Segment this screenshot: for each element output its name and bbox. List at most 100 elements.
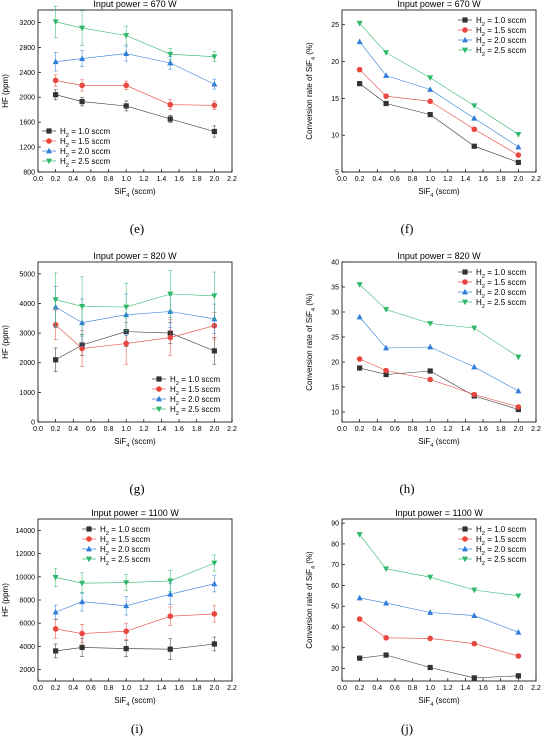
panel-label: (g) bbox=[129, 481, 144, 496]
x-tick-label: 2.0 bbox=[513, 426, 523, 433]
data-point bbox=[383, 93, 389, 99]
y-tick-label: 20 bbox=[331, 360, 339, 367]
data-point bbox=[52, 77, 59, 84]
series-4 bbox=[52, 5, 218, 63]
legend-label: H2 = 2.5 sccm bbox=[60, 157, 110, 169]
x-tick-label: 2.2 bbox=[227, 685, 237, 692]
series-line bbox=[359, 654, 519, 679]
series-1 bbox=[53, 89, 217, 138]
series-4 bbox=[356, 20, 522, 138]
legend-label: H2 = 1.5 sccm bbox=[60, 137, 110, 149]
chart-title: Input power = 670 W bbox=[397, 0, 481, 9]
legend-label: H2 = 1.0 sccm bbox=[476, 525, 526, 537]
x-tick-label: 2.0 bbox=[513, 685, 523, 692]
series-1 bbox=[357, 365, 521, 413]
y-tick-label: 1600 bbox=[19, 120, 35, 127]
data-point bbox=[515, 404, 522, 410]
x-tick-label: 1.4 bbox=[157, 685, 167, 692]
x-tick-label: 2.2 bbox=[531, 426, 541, 433]
x-tick-label: 1.8 bbox=[496, 685, 506, 692]
y-tick-label: 6000 bbox=[19, 621, 35, 628]
x-tick-label: 1.4 bbox=[157, 176, 167, 183]
y-tick-label: 70 bbox=[331, 562, 339, 569]
data-point bbox=[515, 143, 522, 150]
data-point bbox=[515, 673, 521, 679]
data-point bbox=[383, 367, 389, 374]
data-point bbox=[211, 293, 218, 299]
data-point bbox=[167, 101, 174, 108]
legend-marker bbox=[462, 556, 468, 563]
legend-label: H2 = 2.0 sccm bbox=[476, 288, 526, 300]
series-4 bbox=[356, 282, 522, 361]
y-tick-label: 10 bbox=[331, 133, 339, 140]
series-4 bbox=[356, 532, 522, 600]
x-tick-label: 0.6 bbox=[86, 176, 96, 183]
data-point bbox=[383, 635, 389, 641]
legend-label: H2 = 2.0 sccm bbox=[100, 545, 150, 557]
series-4 bbox=[52, 554, 218, 594]
y-tick-label: 1200 bbox=[19, 145, 35, 152]
series-line bbox=[359, 41, 519, 148]
y-tick-label: 15 bbox=[331, 96, 339, 103]
data-point bbox=[211, 348, 217, 354]
series-1 bbox=[357, 652, 521, 681]
series-line bbox=[55, 562, 215, 584]
data-point bbox=[356, 313, 363, 320]
y-axis-label: HF (ppm) bbox=[1, 325, 10, 359]
plot-frame bbox=[341, 9, 537, 173]
data-point bbox=[515, 152, 522, 158]
x-tick-label: 1.0 bbox=[121, 176, 131, 183]
y-tick-label: 800 bbox=[23, 170, 35, 177]
legend-marker bbox=[462, 36, 468, 43]
legend-marker bbox=[46, 138, 52, 144]
data-point bbox=[471, 363, 478, 370]
legend-marker bbox=[86, 526, 92, 532]
data-point bbox=[211, 80, 218, 87]
x-tick-label: 0.8 bbox=[104, 176, 114, 183]
x-tick-label: 2.2 bbox=[227, 176, 237, 183]
y-tick-label: 2000 bbox=[19, 360, 35, 367]
chart-title: Input power = 670 W bbox=[93, 0, 177, 9]
legend-label: H2 = 1.0 sccm bbox=[170, 375, 220, 387]
data-point bbox=[123, 50, 130, 57]
y-tick-label: 60 bbox=[331, 583, 339, 590]
legend-label: H2 = 1.0 sccm bbox=[476, 268, 526, 280]
series-line bbox=[55, 293, 215, 308]
y-tick-label: 30 bbox=[331, 645, 339, 652]
data-point bbox=[427, 111, 433, 118]
data-point bbox=[427, 609, 434, 615]
x-tick-label: 2.0 bbox=[209, 426, 219, 433]
data-point bbox=[471, 325, 478, 332]
data-point bbox=[471, 587, 478, 594]
data-point bbox=[356, 532, 363, 538]
data-point bbox=[515, 628, 522, 635]
x-axis-label: SiF4 (sccm) bbox=[418, 187, 460, 199]
x-tick-label: 0.2 bbox=[355, 685, 365, 692]
legend-marker bbox=[462, 526, 468, 532]
data-point bbox=[211, 580, 218, 587]
series-line bbox=[55, 331, 215, 361]
y-tick-label: 2000 bbox=[19, 667, 35, 674]
chart-panel-f: Input power = 670 W 0.0 0.2 0.4 0.6 0.8 1.0 1.2… bbox=[305, 0, 541, 236]
data-point bbox=[167, 116, 173, 122]
series-3 bbox=[356, 313, 522, 394]
data-point bbox=[471, 143, 477, 149]
plot-frame bbox=[341, 518, 537, 682]
data-point bbox=[515, 653, 522, 659]
data-point bbox=[123, 82, 129, 89]
data-point bbox=[515, 159, 521, 166]
x-tick-label: 1.0 bbox=[121, 426, 131, 433]
x-tick-label: 1.2 bbox=[443, 426, 453, 433]
panel-label: (e) bbox=[130, 221, 144, 236]
legend-label: H2 = 1.5 sccm bbox=[170, 385, 220, 397]
data-point bbox=[79, 644, 85, 651]
data-point bbox=[427, 86, 434, 92]
legend-label: H2 = 1.5 sccm bbox=[100, 535, 150, 547]
legend-marker bbox=[156, 395, 162, 402]
x-tick-label: 0.4 bbox=[372, 176, 382, 183]
series-line bbox=[55, 53, 215, 85]
data-point bbox=[167, 291, 174, 298]
y-tick-label: 0 bbox=[31, 420, 35, 427]
